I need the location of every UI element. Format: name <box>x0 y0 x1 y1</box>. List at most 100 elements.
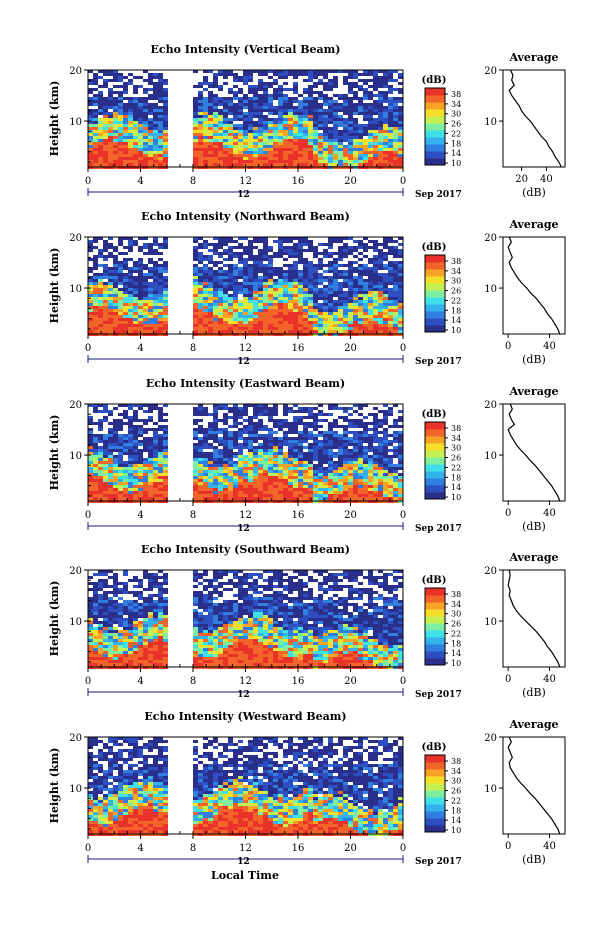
colorbar-tick-label: 10 <box>451 659 461 668</box>
average-profile-line <box>507 569 561 668</box>
y-axis-title: Height (km) <box>48 748 61 824</box>
x-tick-label: 0 <box>400 676 406 687</box>
colorbar-tick-label: 30 <box>451 777 461 786</box>
colorbar-segment <box>425 616 445 624</box>
colorbar-segment <box>425 595 445 603</box>
colorbar-segment <box>425 471 445 479</box>
colorbar-tick-label: 10 <box>451 159 461 168</box>
average-frame <box>502 569 566 668</box>
colorbar-tick-label: 22 <box>451 796 461 805</box>
average-x-tick-label: 0 <box>505 841 511 852</box>
colorbar-unit: (dB) <box>422 742 447 753</box>
colorbar-segment <box>425 588 445 596</box>
colorbar-segment <box>425 602 445 610</box>
x-axis-title: Local Time <box>211 869 279 882</box>
y-tick-label: 20 <box>69 400 82 411</box>
colorbar-tick-label: 26 <box>451 787 461 796</box>
x-tick-label: 8 <box>190 843 196 854</box>
colorbar-frame <box>424 87 446 166</box>
x-tick-label: 0 <box>85 176 91 187</box>
colorbar-segment <box>425 769 445 777</box>
colorbar-tick-label: 14 <box>451 483 461 492</box>
y-tick-label: 10 <box>69 117 82 128</box>
colorbar-segment <box>425 130 445 138</box>
x-tick-label: 0 <box>400 343 406 354</box>
colorbar-tick-label: 38 <box>451 590 461 599</box>
colorbar-unit: (dB) <box>422 409 447 420</box>
midnight-label: 12 <box>237 190 250 200</box>
average-title: Average <box>508 51 558 64</box>
colorbar-tick-label: 18 <box>451 306 461 315</box>
colorbar-segment <box>425 95 445 103</box>
x-tick-label: 16 <box>292 676 305 687</box>
colorbar-segment <box>425 783 445 791</box>
average-title: Average <box>508 385 558 398</box>
colorbar-segment <box>425 318 445 326</box>
midnight-label: 12 <box>237 357 250 367</box>
x-tick-label: 20 <box>344 176 357 187</box>
beam-panel-westward: Echo Intensity (Westward Beam) 10 20 Height… <box>0 707 616 873</box>
colorbar-tick-label: 26 <box>451 620 461 629</box>
colorbar-segment <box>425 88 445 96</box>
y-axis-title: Height (km) <box>48 81 61 157</box>
colorbar-frame <box>424 421 446 500</box>
colorbar-segment <box>425 609 445 617</box>
x-tick-label: 0 <box>85 843 91 854</box>
y-axis-title: Height (km) <box>48 248 61 324</box>
colorbar-segment <box>425 144 445 152</box>
colorbar-tick-label: 30 <box>451 444 461 453</box>
x-tick-label: 12 <box>239 676 252 687</box>
average-frame <box>502 736 566 835</box>
colorbar-segment <box>425 762 445 770</box>
x-tick-label: 4 <box>137 843 143 854</box>
average-x-tick-label: 0 <box>505 508 511 519</box>
colorbar-tick-label: 26 <box>451 287 461 296</box>
colorbar-segment <box>425 630 445 638</box>
average-x-tick-label: 0 <box>505 341 511 352</box>
colorbar-tick-label: 10 <box>451 493 461 502</box>
colorbar-segment <box>425 818 445 826</box>
average-frame <box>502 69 566 168</box>
colorbar-segment <box>425 325 445 333</box>
x-tick-label: 4 <box>137 510 143 521</box>
colorbar-segment <box>425 123 445 131</box>
x-tick-label: 16 <box>292 843 305 854</box>
x-tick-label: 0 <box>85 676 91 687</box>
x-tick-label: 12 <box>239 510 252 521</box>
date-label: Sep 2017 <box>415 190 462 200</box>
chart-title: Echo Intensity (Northward Beam) <box>141 210 350 223</box>
colorbar-tick-label: 10 <box>451 826 461 835</box>
average-x-tick-label: 40 <box>543 341 556 352</box>
x-tick-label: 0 <box>400 176 406 187</box>
colorbar-tick-label: 34 <box>451 767 461 776</box>
x-tick-label: 4 <box>137 343 143 354</box>
colorbar-tick-label: 22 <box>451 629 461 638</box>
x-tick-label: 8 <box>190 176 196 187</box>
heatmap-field <box>88 404 403 503</box>
colorbar-segment <box>425 262 445 270</box>
colorbar-segment <box>425 102 445 110</box>
average-profile-line <box>507 236 561 335</box>
colorbar-segment <box>425 158 445 166</box>
colorbar-tick-label: 26 <box>451 120 461 129</box>
colorbar <box>425 422 445 500</box>
colorbar <box>425 588 445 666</box>
colorbar-segment <box>425 276 445 284</box>
y-tick-label: 20 <box>69 66 82 77</box>
colorbar-frame <box>424 587 446 666</box>
average-y-tick-label: 10 <box>484 451 497 462</box>
colorbar-tick-label: 18 <box>451 473 461 482</box>
x-tick-label: 20 <box>344 510 357 521</box>
colorbar-segment <box>425 443 445 451</box>
average-x-axis-title: (dB) <box>522 853 546 866</box>
x-tick-label: 4 <box>137 176 143 187</box>
colorbar-segment <box>425 755 445 763</box>
heatmap-field <box>88 570 403 669</box>
average-y-tick-label: 20 <box>484 233 497 244</box>
midnight-label: 12 <box>237 690 250 700</box>
colorbar-segment <box>425 825 445 833</box>
colorbar-segment <box>425 290 445 298</box>
colorbar-segment <box>425 116 445 124</box>
x-tick-label: 0 <box>400 510 406 521</box>
colorbar-tick-label: 26 <box>451 454 461 463</box>
